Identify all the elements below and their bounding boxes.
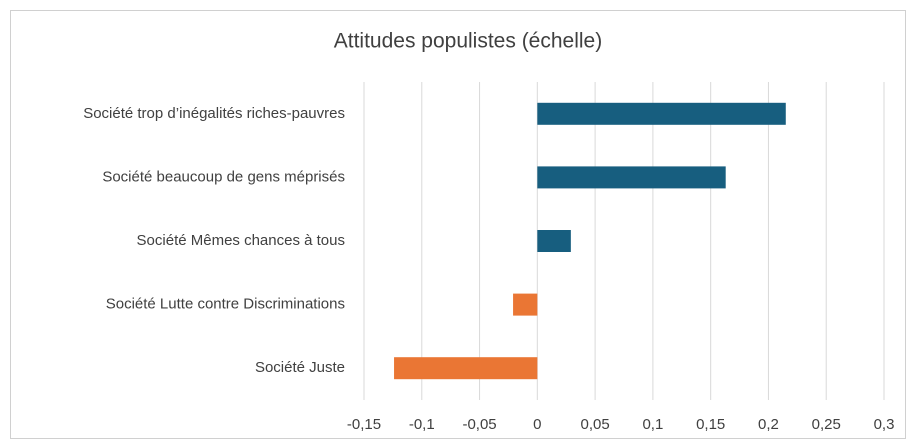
y-tick-label: Société Mêmes chances à tous [137,232,345,249]
x-tick-label: 0,2 [758,416,779,433]
bar [513,293,538,316]
bar [537,166,726,189]
x-tick-label: 0 [533,416,541,433]
y-tick-label: Société trop d’inégalités riches-pauvres [83,105,345,122]
x-tick-label: 0,05 [581,416,610,433]
bar [394,357,538,380]
y-tick-label: Société Juste [255,359,345,376]
y-tick-label: Société beaucoup de gens méprisés [102,168,345,185]
x-tick-label: 0,3 [874,416,895,433]
x-tick-label: 0,25 [812,416,841,433]
y-tick-label: Société Lutte contre Discriminations [106,296,345,313]
x-tick-label: -0,1 [409,416,435,433]
bar [537,102,786,125]
x-tick-label: -0,05 [462,416,496,433]
chart-title: Attitudes populistes (échelle) [334,30,602,53]
x-tick-label: 0,1 [642,416,663,433]
bar [537,230,571,252]
x-tick-label: 0,15 [696,416,725,433]
x-tick-label: -0,15 [347,416,381,433]
